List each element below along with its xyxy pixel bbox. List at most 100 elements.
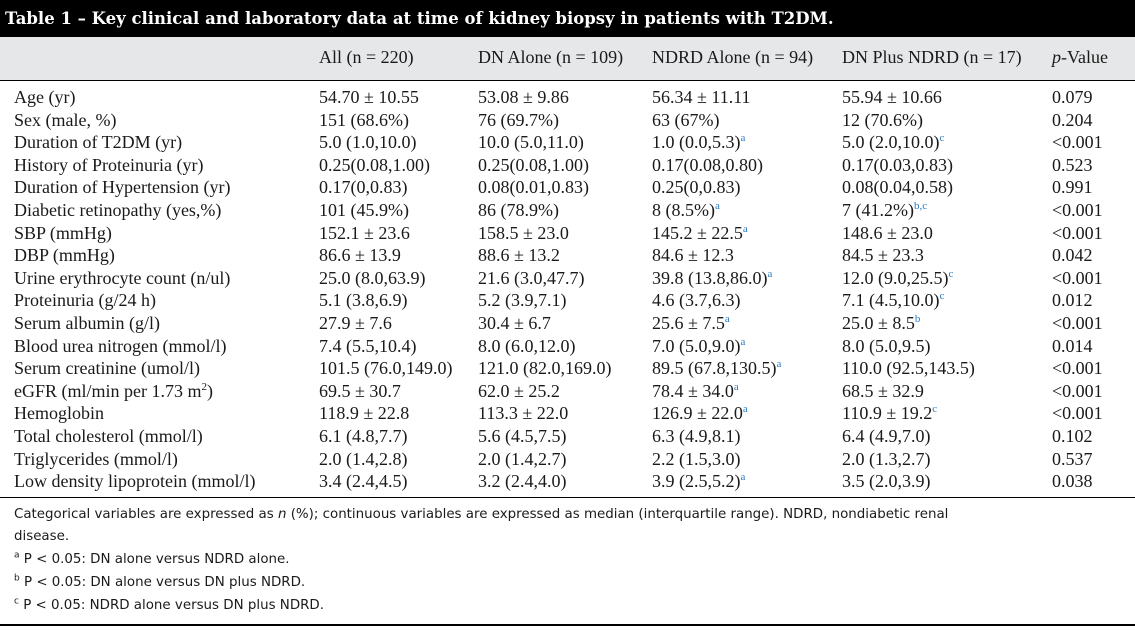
cell-all: 152.1 ± 23.6 xyxy=(319,223,410,243)
cell-dn-alone: 86 (78.9%) xyxy=(478,200,559,220)
cell-p-value: 0.014 xyxy=(1052,336,1093,356)
cell-dn-alone: 53.08 ± 9.86 xyxy=(478,87,569,107)
cell-ndrd-alone: 126.9 ± 22.0a xyxy=(652,403,748,423)
table-bottom-rule xyxy=(0,624,1135,626)
cell-dn-plus-ndrd: 68.5 ± 32.9 xyxy=(842,381,924,401)
cell-ndrd-alone: 3.9 (2.5,5.2)a xyxy=(652,471,746,491)
cell-dn-plus-ndrd: 2.0 (1.3,2.7) xyxy=(842,449,931,469)
header-rule xyxy=(0,80,1135,81)
cell-p-value: <0.001 xyxy=(1052,313,1103,333)
cell-dn-plus-ndrd: 7.1 (4.5,10.0)c xyxy=(842,290,945,310)
cell-all: 69.5 ± 30.7 xyxy=(319,381,401,401)
footnote-marker: b,c xyxy=(913,200,928,212)
row-label: Serum albumin (g/l) xyxy=(14,313,160,333)
footnote-marker: a xyxy=(767,268,773,280)
footnote-marker: a xyxy=(724,313,730,325)
cell-all: 0.17(0,0.83) xyxy=(319,177,408,197)
row-label: Duration of Hypertension (yr) xyxy=(14,177,231,197)
cell-dn-alone: 113.3 ± 22.0 xyxy=(478,403,569,423)
cell-dn-plus-ndrd: 8.0 (5.0,9.5) xyxy=(842,336,931,356)
cell-dn-alone: 30.4 ± 6.7 xyxy=(478,313,551,333)
col-header-ndrd-alone: NDRD Alone (n = 94) xyxy=(652,47,814,67)
row-label: eGFR (ml/min per 1.73 m2) xyxy=(14,381,213,401)
cell-p-value: <0.001 xyxy=(1052,223,1103,243)
p-value-rest: -Value xyxy=(1061,47,1108,67)
cell-all: 5.1 (3.8,6.9) xyxy=(319,290,408,310)
footnote-b: b P < 0.05: DN alone versus DN plus NDRD… xyxy=(14,573,306,590)
footnote-general: Categorical variables are expressed as n… xyxy=(14,507,949,522)
row-label: DBP (mmHg) xyxy=(14,245,115,265)
cell-ndrd-alone: 145.2 ± 22.5a xyxy=(652,223,748,243)
row-label: SBP (mmHg) xyxy=(14,223,112,243)
cell-p-value: <0.001 xyxy=(1052,381,1103,401)
cell-all: 27.9 ± 7.6 xyxy=(319,313,392,333)
row-label: Triglycerides (mmol/l) xyxy=(14,449,178,469)
cell-dn-plus-ndrd: 7 (41.2%)b,c xyxy=(842,200,928,220)
footnote-marker: c xyxy=(939,132,945,144)
cell-ndrd-alone: 39.8 (13.8,86.0)a xyxy=(652,268,773,288)
cell-ndrd-alone: 7.0 (5.0,9.0)a xyxy=(652,336,746,356)
cell-dn-alone: 3.2 (2.4,4.0) xyxy=(478,471,567,491)
cell-p-value: 0.204 xyxy=(1052,110,1093,130)
cell-p-value: 0.102 xyxy=(1052,426,1093,446)
cell-dn-plus-ndrd: 110.9 ± 19.2c xyxy=(842,403,938,423)
cell-dn-plus-ndrd: 6.4 (4.9,7.0) xyxy=(842,426,931,446)
cell-p-value: 0.038 xyxy=(1052,471,1093,491)
cell-all: 54.70 ± 10.55 xyxy=(319,87,419,107)
cell-ndrd-alone: 8 (8.5%)a xyxy=(652,200,720,220)
footnote-marker: b xyxy=(914,313,921,325)
cell-dn-alone: 8.0 (6.0,12.0) xyxy=(478,336,576,356)
cell-p-value: <0.001 xyxy=(1052,200,1103,220)
cell-dn-plus-ndrd: 12 (70.6%) xyxy=(842,110,923,130)
cell-p-value: 0.042 xyxy=(1052,245,1093,265)
cell-all: 151 (68.6%) xyxy=(319,110,409,130)
row-label: Urine erythrocyte count (n/ul) xyxy=(14,268,231,288)
p-value-italic: p xyxy=(1052,47,1061,67)
row-label: Proteinuria (g/24 h) xyxy=(14,290,156,310)
cell-dn-alone: 0.25(0.08,1.00) xyxy=(478,155,589,175)
row-label: History of Proteinuria (yr) xyxy=(14,155,204,175)
footnote-general-cont: disease. xyxy=(14,529,70,544)
row-label: Blood urea nitrogen (mmol/l) xyxy=(14,336,227,356)
cell-ndrd-alone: 6.3 (4.9,8.1) xyxy=(652,426,741,446)
cell-dn-plus-ndrd: 55.94 ± 10.66 xyxy=(842,87,942,107)
cell-dn-alone: 10.0 (5.0,11.0) xyxy=(478,132,584,152)
footnote-marker: a xyxy=(742,403,748,415)
col-header-dn-alone: DN Alone (n = 109) xyxy=(478,47,624,67)
cell-p-value: <0.001 xyxy=(1052,403,1103,423)
cell-dn-alone: 21.6 (3.0,47.7) xyxy=(478,268,585,288)
label-superscript: 2 xyxy=(201,381,208,393)
cell-ndrd-alone: 1.0 (0.0,5.3)a xyxy=(652,132,746,152)
cell-p-value: <0.001 xyxy=(1052,268,1103,288)
cell-all: 0.25(0.08,1.00) xyxy=(319,155,430,175)
footnote-marker: a xyxy=(714,200,720,212)
cell-dn-alone: 0.08(0.01,0.83) xyxy=(478,177,589,197)
table-header-band xyxy=(0,37,1135,80)
cell-all: 5.0 (1.0,10.0) xyxy=(319,132,417,152)
col-header-p-value: p-Value xyxy=(1052,47,1108,68)
row-label: Duration of T2DM (yr) xyxy=(14,132,183,152)
cell-dn-alone: 76 (69.7%) xyxy=(478,110,559,130)
cell-all: 101 (45.9%) xyxy=(319,200,409,220)
footnote-marker: c xyxy=(948,268,954,280)
footnote-marker: a xyxy=(740,132,746,144)
cell-p-value: <0.001 xyxy=(1052,358,1103,378)
row-label: Hemoglobin xyxy=(14,403,104,423)
cell-dn-alone: 5.2 (3.9,7.1) xyxy=(478,290,567,310)
cell-all: 118.9 ± 22.8 xyxy=(319,403,410,423)
footnote-marker: a xyxy=(776,358,782,370)
cell-ndrd-alone: 78.4 ± 34.0a xyxy=(652,381,739,401)
cell-all: 86.6 ± 13.9 xyxy=(319,245,401,265)
cell-dn-plus-ndrd: 0.08(0.04,0.58) xyxy=(842,177,953,197)
cell-all: 25.0 (8.0,63.9) xyxy=(319,268,426,288)
cell-dn-plus-ndrd: 84.5 ± 23.3 xyxy=(842,245,924,265)
footnote-marker: c xyxy=(932,403,938,415)
cell-all: 7.4 (5.5,10.4) xyxy=(319,336,417,356)
cell-dn-plus-ndrd: 25.0 ± 8.5b xyxy=(842,313,921,333)
cell-dn-plus-ndrd: 0.17(0.03,0.83) xyxy=(842,155,953,175)
cell-p-value: 0.012 xyxy=(1052,290,1093,310)
cell-all: 101.5 (76.0,149.0) xyxy=(319,358,453,378)
cell-ndrd-alone: 84.6 ± 12.3 xyxy=(652,245,734,265)
cell-dn-plus-ndrd: 3.5 (2.0,3.9) xyxy=(842,471,931,491)
cell-p-value: 0.523 xyxy=(1052,155,1093,175)
